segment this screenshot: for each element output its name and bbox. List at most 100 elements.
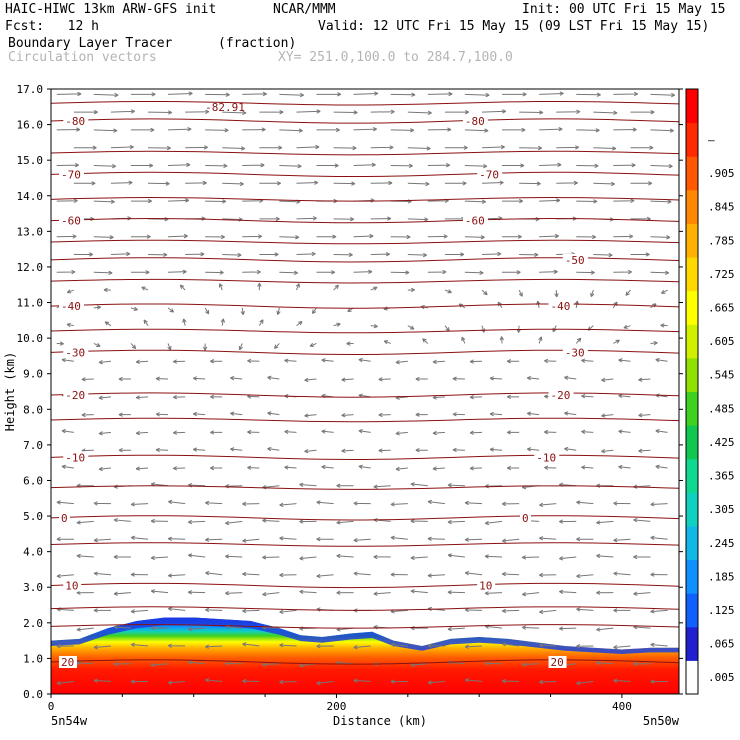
temperature-contour-line: [50, 303, 680, 309]
circulation-vector: [539, 679, 557, 685]
circulation-vector: [130, 234, 151, 239]
circulation-vector: [205, 163, 228, 169]
circulation-vector: [130, 535, 149, 540]
circulation-vector: [93, 270, 113, 275]
circulation-vector: [296, 216, 317, 221]
circulation-vector: [370, 145, 394, 150]
circulation-vector: [113, 517, 131, 523]
circulation-vector: [655, 357, 668, 363]
colorbar-segment: [686, 492, 698, 527]
circulation-vector: [464, 677, 483, 683]
circulation-vector: [447, 483, 465, 488]
circulation-vector: [168, 91, 193, 96]
circulation-vector: [168, 269, 187, 274]
circulation-vector: [390, 128, 415, 133]
circulation-vector: [407, 181, 430, 187]
circulation-vector: [148, 110, 173, 115]
circulation-vector: [407, 252, 428, 258]
circulation-vector: [168, 162, 191, 168]
model-line: HAIC-HIWC 13km ARW-GFS init: [5, 2, 217, 17]
y-tick-label: 8.0: [23, 403, 43, 416]
circulation-vector: [410, 518, 428, 524]
contour-label: 0: [61, 512, 68, 525]
circulation-vector: [613, 571, 631, 576]
circulation-vector: [576, 680, 594, 686]
circulation-vector: [353, 233, 374, 239]
circulation-vector: [259, 216, 280, 222]
circulation-vector: [56, 163, 79, 168]
temperature-contours: [50, 100, 680, 665]
circulation-vector: [447, 626, 465, 632]
circulation-vector: [222, 146, 246, 151]
circulation-vector: [279, 128, 303, 133]
vector-label: Circulation vectors: [8, 50, 157, 65]
circulation-vector: [336, 553, 354, 559]
circulation-vector: [316, 537, 334, 542]
y-tick-label: 2.0: [23, 617, 43, 630]
circulation-vector: [93, 342, 101, 347]
circulation-vector: [353, 162, 376, 168]
contour-label: -80: [465, 115, 485, 128]
circulation-vector: [444, 289, 452, 294]
circulation-vector: [596, 520, 614, 525]
circulation-vector: [353, 269, 373, 274]
circulation-vector: [559, 626, 577, 631]
circulation-vector: [353, 678, 371, 683]
circulation-vector: [167, 573, 186, 578]
circulation-vector: [56, 269, 76, 275]
circulation-vector: [650, 642, 668, 647]
contour-label-bg: [562, 346, 588, 359]
circulation-vector: [427, 127, 452, 132]
circulation-vector: [613, 91, 638, 97]
circulation-vector: [464, 570, 483, 576]
circulation-vector: [61, 357, 74, 363]
circulation-vector: [358, 429, 371, 434]
colorbar-label: .245: [708, 537, 735, 550]
circulation-vector: [576, 128, 600, 133]
colorbar-segment: [686, 257, 698, 292]
contour-label-bg: [562, 253, 588, 266]
circulation-vector: [225, 520, 243, 526]
circulation-vector: [526, 375, 540, 381]
circulation-vector: [66, 322, 74, 328]
circulation-vector: [304, 377, 317, 383]
contour-label-bg: [534, 451, 560, 464]
circulation-vector: [502, 163, 525, 168]
circulation-vector: [185, 252, 205, 257]
circulation-vector: [210, 430, 223, 435]
circulation-vector: [205, 199, 227, 204]
circulation-vector: [370, 286, 378, 291]
circulation-vector: [461, 336, 466, 344]
circulation-vector: [93, 571, 111, 576]
circulation-vector: [118, 412, 131, 417]
circulation-vector: [295, 283, 300, 291]
circulation-vector: [638, 448, 651, 454]
circulation-vector: [539, 198, 561, 203]
circulation-vector: [407, 110, 432, 116]
y-tick-label: 3.0: [23, 581, 43, 594]
circulation-vector: [447, 590, 465, 595]
circulation-vector: [427, 91, 453, 97]
circulation-vector: [464, 500, 483, 506]
circulation-vector: [390, 163, 413, 169]
circulation-vector: [242, 91, 267, 97]
circulation-vector: [333, 217, 355, 222]
circulation-vector: [613, 339, 620, 344]
circulation-vector: [519, 181, 541, 186]
circulation-vector: [311, 307, 317, 314]
circulation-vector: [172, 394, 186, 400]
circulation-vector: [506, 465, 520, 471]
circulation-vector: [539, 127, 563, 132]
circulation-vector: [519, 252, 539, 257]
circulation-vector: [155, 376, 169, 381]
circulation-vector: [618, 429, 631, 434]
circulation-vector: [284, 429, 297, 435]
circulation-vector: [259, 109, 284, 115]
circulation-vector: [407, 217, 429, 222]
y-tick-label: 6.0: [23, 474, 43, 487]
circulation-vector: [464, 537, 483, 542]
circulation-vector: [299, 589, 317, 594]
y-tick-label: 7.0: [23, 439, 43, 452]
circulation-vector: [296, 320, 303, 327]
contour-label-bg: [58, 655, 77, 668]
